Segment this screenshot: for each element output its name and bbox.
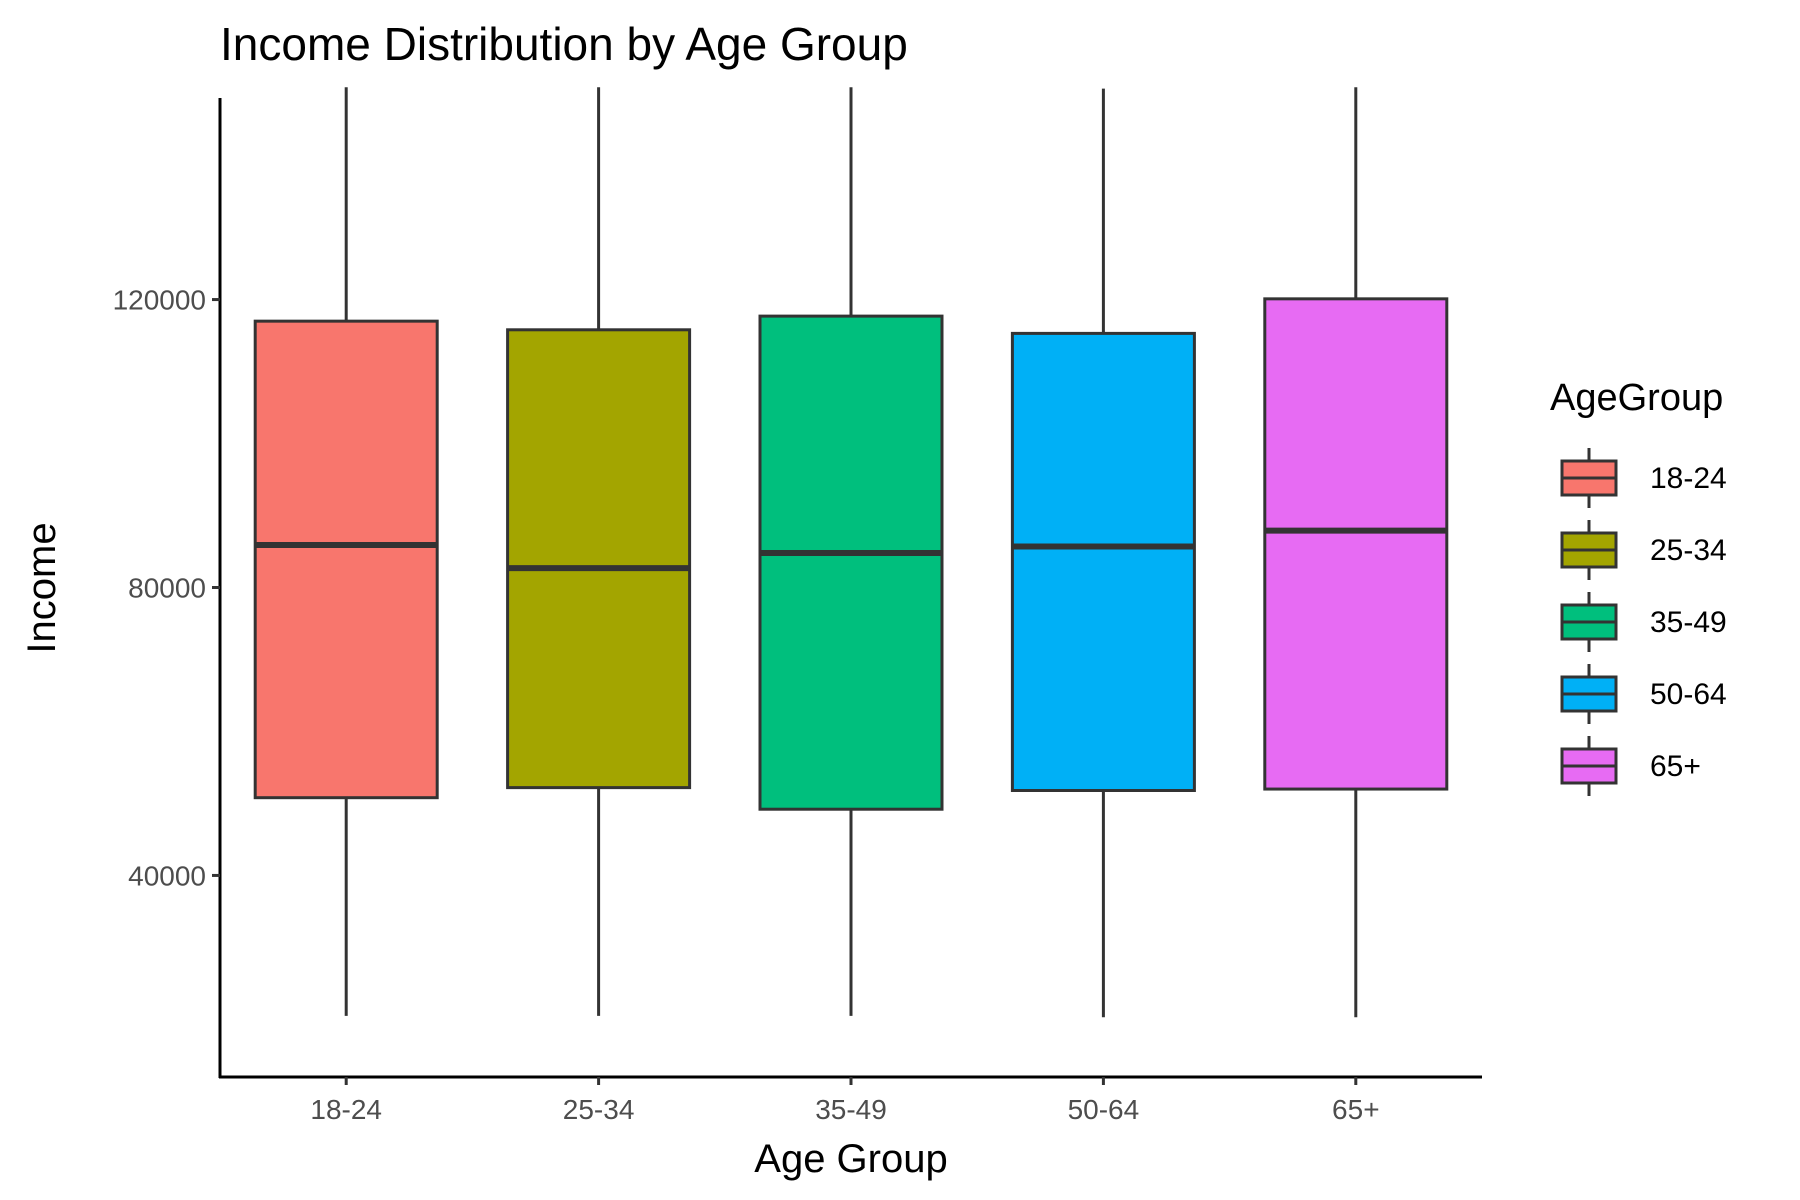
x-tick-label: 65+ bbox=[1332, 1094, 1380, 1125]
box-body bbox=[1263, 297, 1449, 791]
y-axis-label: Income bbox=[20, 522, 64, 653]
legend-label: 65+ bbox=[1650, 750, 1701, 783]
y-tick-label: 120000 bbox=[113, 285, 206, 316]
x-tick-label: 35-49 bbox=[815, 1094, 887, 1125]
box-50-64 bbox=[1010, 88, 1196, 1018]
box-body bbox=[758, 314, 944, 811]
legend-label: 35-49 bbox=[1650, 606, 1727, 639]
legend-label: 25-34 bbox=[1650, 534, 1727, 567]
box-body bbox=[253, 319, 439, 800]
plot-area bbox=[253, 87, 1449, 1018]
box-25-34 bbox=[506, 87, 692, 1016]
legend-label: 50-64 bbox=[1650, 678, 1727, 711]
legend-title: AgeGroup bbox=[1550, 377, 1723, 419]
box-body bbox=[1010, 331, 1196, 792]
legend-items: 18-24 25-34 35-49 50-64 65+ bbox=[1560, 448, 1727, 796]
y-tick-label: 80000 bbox=[128, 573, 206, 604]
x-tick-label: 18-24 bbox=[310, 1094, 382, 1125]
x-tick-label: 50-64 bbox=[1068, 1094, 1140, 1125]
legend-item-65+: 65+ bbox=[1560, 736, 1701, 796]
chart-title: Income Distribution by Age Group bbox=[220, 18, 908, 70]
box-65+ bbox=[1263, 87, 1449, 1018]
legend-item-25-34: 25-34 bbox=[1560, 520, 1727, 580]
box-18-24 bbox=[253, 87, 439, 1016]
x-tick-label: 25-34 bbox=[563, 1094, 635, 1125]
legend-item-18-24: 18-24 bbox=[1560, 448, 1727, 508]
y-tick-label: 40000 bbox=[128, 860, 206, 891]
legend-item-35-49: 35-49 bbox=[1560, 592, 1727, 652]
box-35-49 bbox=[758, 87, 944, 1016]
legend-label: 18-24 bbox=[1650, 462, 1727, 495]
y-axis-ticks: 40000 80000 120000 bbox=[113, 285, 220, 891]
legend: AgeGroup 18-24 25-34 35-49 50-64 65+ bbox=[1550, 377, 1727, 796]
x-axis-ticks: 18-24 25-34 35-49 50-64 65+ bbox=[310, 1077, 1380, 1125]
box-body bbox=[506, 328, 692, 790]
legend-item-50-64: 50-64 bbox=[1560, 664, 1727, 724]
x-axis-label: Age Group bbox=[754, 1137, 947, 1181]
